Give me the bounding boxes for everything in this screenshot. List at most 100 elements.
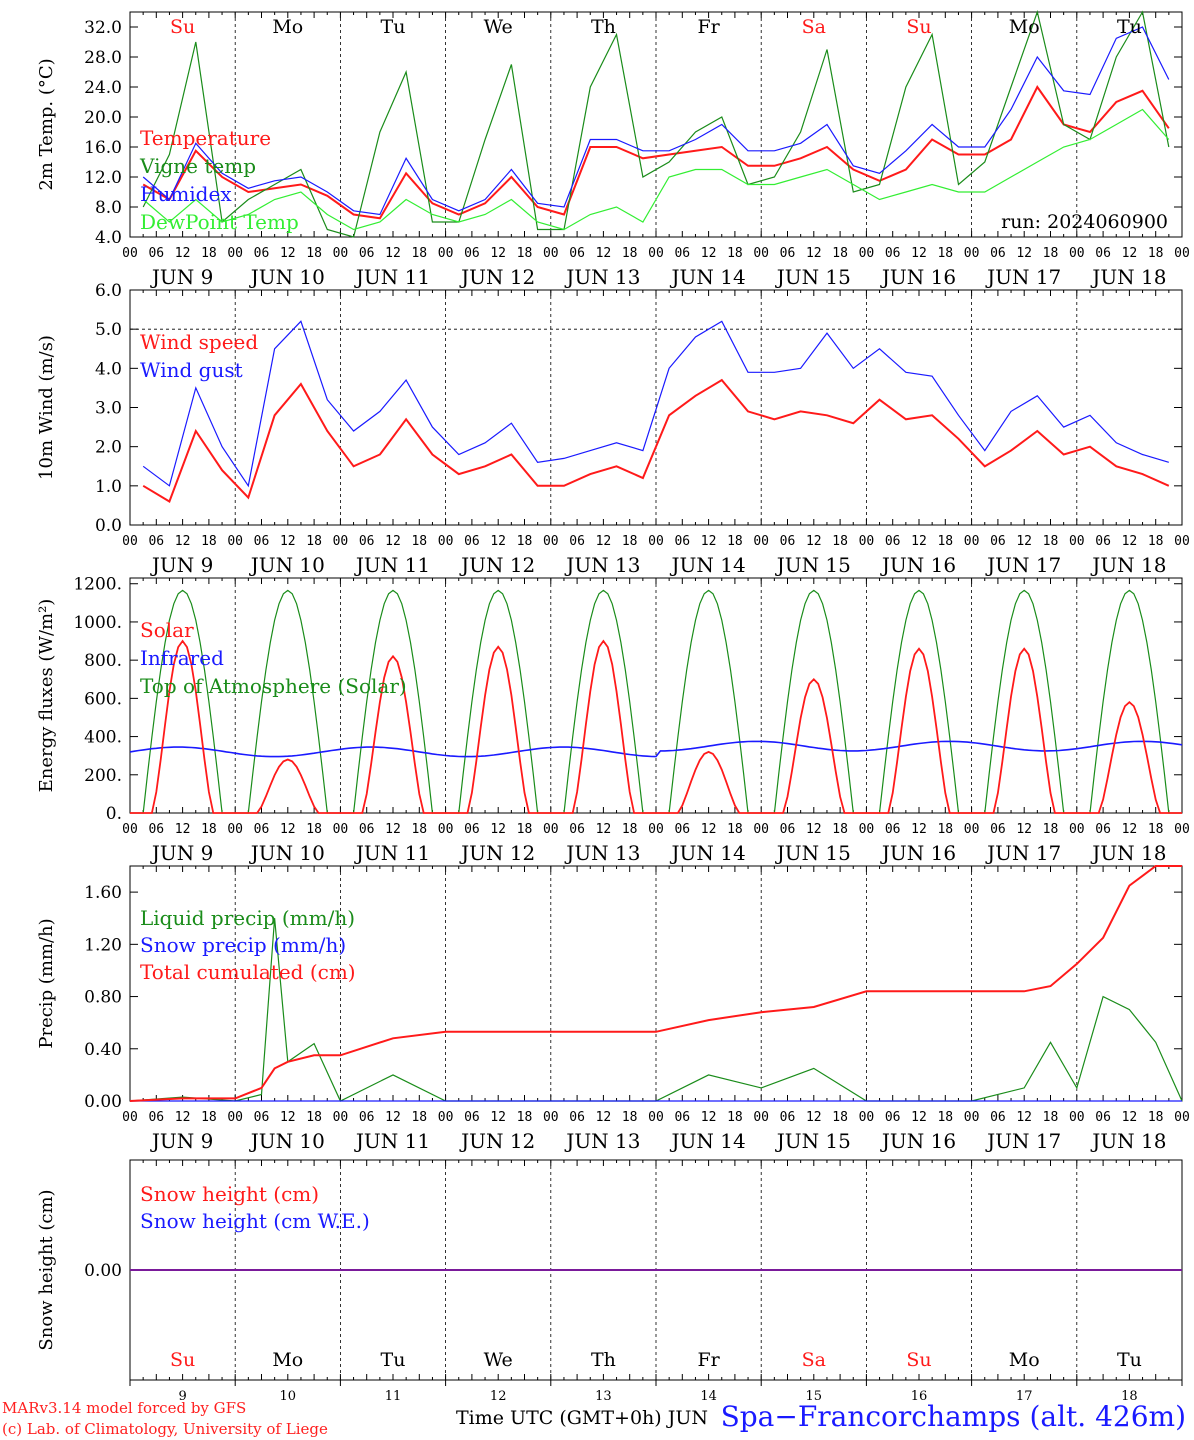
x-tick-label: 00 bbox=[333, 534, 349, 549]
x-tick-label: 12 bbox=[806, 1110, 822, 1125]
legend-entry: Total cumulated (cm) bbox=[140, 960, 356, 984]
y-tick-label: 600. bbox=[84, 689, 122, 709]
x-date-label: JUN 11 bbox=[354, 265, 430, 289]
series-line-liquid-precip-mm-h- bbox=[129, 918, 1183, 1102]
y-tick-label: 800. bbox=[84, 651, 122, 671]
x-tick-label: 18 bbox=[622, 534, 638, 549]
x-tick-label: 06 bbox=[1095, 1110, 1111, 1125]
lab-credit: (c) Lab. of Climatology, University of L… bbox=[2, 1420, 328, 1438]
x-tick-label: 12 bbox=[280, 1110, 296, 1125]
x-date-label: JUN 18 bbox=[1090, 841, 1166, 865]
x-date-label: JUN 11 bbox=[354, 1129, 430, 1153]
x-tick-label: 06 bbox=[780, 534, 796, 549]
x-tick-label: 00 bbox=[753, 534, 769, 549]
x-tick-label: 12 bbox=[490, 1110, 506, 1125]
x-tick-label: 00 bbox=[122, 822, 138, 837]
x-tick-label: 00 bbox=[122, 534, 138, 549]
x-date-label: JUN 18 bbox=[1090, 1129, 1166, 1153]
x-tick-label: 12 bbox=[596, 246, 612, 261]
x-tick-label: 18 bbox=[517, 534, 533, 549]
x-tick-label: 12 bbox=[596, 1110, 612, 1125]
y-tick-label: 20.0 bbox=[84, 108, 122, 128]
x-tick-label: 06 bbox=[359, 822, 375, 837]
x-tick-label: 06 bbox=[148, 246, 164, 261]
x-tick-label: 00 bbox=[648, 246, 664, 261]
y-tick-label: 0.40 bbox=[84, 1040, 122, 1060]
x-tick-label: 18 bbox=[937, 1110, 953, 1125]
x-tick-label: 18 bbox=[306, 534, 322, 549]
x-tick-label: 18 bbox=[1043, 534, 1059, 549]
x-date-label: JUN 14 bbox=[670, 841, 746, 865]
x-tick-label: 00 bbox=[1174, 1110, 1190, 1125]
x-tick-label: 06 bbox=[990, 822, 1006, 837]
x-tick-label: 18 bbox=[1148, 822, 1164, 837]
x-date-label: JUN 13 bbox=[564, 265, 640, 289]
x-date-label: JUN 17 bbox=[985, 265, 1061, 289]
x-tick-label: 06 bbox=[885, 822, 901, 837]
x-date-label: JUN 16 bbox=[880, 1129, 956, 1153]
x-tick-label: 12 bbox=[280, 822, 296, 837]
x-tick-label: 12 bbox=[911, 1110, 927, 1125]
x-tick-label: 18 bbox=[727, 534, 743, 549]
weekday-label: Fr bbox=[697, 1349, 720, 1371]
x-tick-label: 18 bbox=[1043, 822, 1059, 837]
weekday-label: Tu bbox=[381, 1349, 406, 1371]
x-tick-label: 00 bbox=[1069, 534, 1085, 549]
x-tick-label: 00 bbox=[859, 534, 875, 549]
y-tick-label: 0.00 bbox=[84, 1092, 122, 1112]
x-date-label: JUN 18 bbox=[1090, 553, 1166, 577]
y-tick-label: 28.0 bbox=[84, 48, 122, 68]
legend-entry: DewPoint Temp bbox=[140, 210, 299, 234]
x-tick-label: 00 bbox=[543, 246, 559, 261]
x-tick-label: 06 bbox=[148, 822, 164, 837]
x-tick-label: 00 bbox=[964, 246, 980, 261]
series-line-wind-speed bbox=[142, 378, 1170, 503]
x-tick-label: 12 bbox=[490, 534, 506, 549]
y-tick-label: 4.0 bbox=[95, 359, 122, 379]
x-tick-label: 00 bbox=[227, 246, 243, 261]
x-tick-label: 18 bbox=[937, 822, 953, 837]
x-tick-label: 12 bbox=[1016, 534, 1032, 549]
x-tick-label: 18 bbox=[201, 822, 217, 837]
x-tick-label: 12 bbox=[175, 534, 191, 549]
series-line-humidex bbox=[142, 26, 1170, 216]
x-tick-label: 18 bbox=[1148, 534, 1164, 549]
x-tick-label: 00 bbox=[648, 1110, 664, 1125]
x-tick-label: 12 bbox=[175, 246, 191, 261]
x-tick-label: 12 bbox=[1122, 822, 1138, 837]
x-tick-label: 18 bbox=[411, 246, 427, 261]
x-tick-label: 06 bbox=[1095, 534, 1111, 549]
x-tick-label: 18 bbox=[1148, 1110, 1164, 1125]
x-tick-label: 12 bbox=[1122, 1110, 1138, 1125]
x-tick-label: 12 bbox=[701, 534, 717, 549]
x-tick-label: 06 bbox=[780, 1110, 796, 1125]
x-tick-label: 00 bbox=[964, 534, 980, 549]
legend-entry: Snow height (cm W.E.) bbox=[140, 1209, 370, 1233]
x-date-label: JUN 14 bbox=[670, 553, 746, 577]
y-axis-label: 10m Wind (m/s) bbox=[36, 335, 57, 480]
y-axis-label: 2m Temp. (°C) bbox=[36, 58, 57, 190]
y-tick-label: 0.00 bbox=[84, 1261, 122, 1281]
x-tick-label: 00 bbox=[227, 534, 243, 549]
x-tick-label: 06 bbox=[780, 246, 796, 261]
x-tick-label: 06 bbox=[464, 822, 480, 837]
y-tick-label: 8.0 bbox=[95, 198, 122, 218]
x-date-label: JUN 17 bbox=[985, 1129, 1061, 1153]
x-tick-label: 18 bbox=[1043, 1110, 1059, 1125]
weekday-label: Tu bbox=[1117, 16, 1142, 38]
x-date-label: JUN 12 bbox=[459, 841, 535, 865]
x-tick-label: 06 bbox=[885, 1110, 901, 1125]
x-tick-label: 00 bbox=[753, 1110, 769, 1125]
x-tick-label: 00 bbox=[964, 1110, 980, 1125]
series-line-top-of-atmosphere bbox=[130, 589, 1182, 814]
x-tick-label: 00 bbox=[438, 534, 454, 549]
day-number-label: 9 bbox=[178, 1389, 186, 1404]
x-tick-label: 00 bbox=[122, 246, 138, 261]
x-tick-label: 12 bbox=[701, 246, 717, 261]
run-annotation: run: 2024060900 bbox=[1001, 211, 1168, 233]
x-tick-label: 12 bbox=[806, 822, 822, 837]
y-tick-label: 4.0 bbox=[95, 228, 122, 248]
x-tick-label: 12 bbox=[385, 246, 401, 261]
y-tick-label: 0.0 bbox=[95, 516, 122, 536]
x-date-label: JUN 16 bbox=[880, 841, 956, 865]
